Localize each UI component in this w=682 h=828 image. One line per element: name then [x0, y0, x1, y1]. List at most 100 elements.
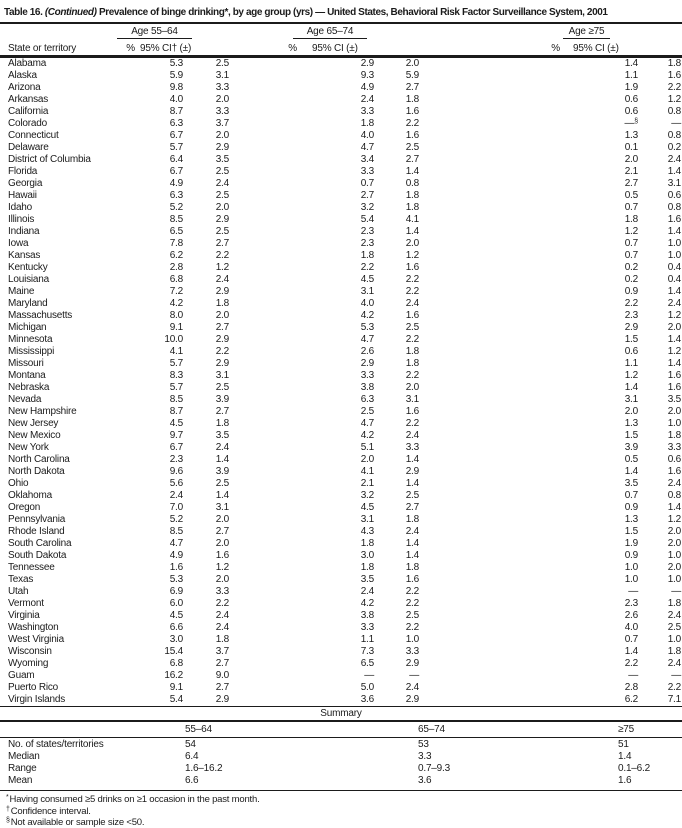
- ci-65-74: 2.2: [405, 370, 420, 381]
- state-name: West Virginia: [8, 634, 64, 645]
- state-name: Delaware: [8, 142, 49, 153]
- state-name: Louisiana: [8, 274, 50, 285]
- pct-55-64: 4.5: [169, 610, 184, 621]
- pct-ge75: 2.2: [624, 298, 639, 309]
- ci-55-64: 3.5: [215, 430, 230, 441]
- summary-row: No. of states/territories 54 53 51: [0, 739, 682, 751]
- ci-55-64: 1.6: [215, 550, 230, 561]
- ci-65-74: 1.4: [405, 478, 420, 489]
- pct-55-64: 5.9: [169, 70, 184, 81]
- ci-ge75: 1.2: [667, 346, 682, 357]
- summary-value-65-74: 3.3: [418, 751, 432, 762]
- ci-65-74: 2.7: [405, 82, 420, 93]
- table-row: Maryland 4.2 1.8 4.0 2.4 2.2 2.4: [0, 298, 682, 310]
- ci-65-74: 1.8: [405, 562, 420, 573]
- pct-65-74: 3.1: [360, 286, 375, 297]
- state-name: Idaho: [8, 202, 33, 213]
- ci-65-74: 1.0: [405, 634, 420, 645]
- ci-65-74: 3.3: [405, 442, 420, 453]
- ci-ge75: 0.6: [667, 190, 682, 201]
- ci-55-64: 2.0: [215, 94, 230, 105]
- ci-55-64: 3.3: [215, 82, 230, 93]
- pct-ge75: 0.2: [624, 274, 639, 285]
- state-name: Michigan: [8, 322, 47, 333]
- pct-55-64: 6.7: [169, 130, 184, 141]
- ci-55-64: 2.9: [215, 694, 230, 705]
- table-row: New Jersey 4.5 1.8 4.7 2.2 1.3 1.0: [0, 418, 682, 430]
- summary-row: Median 6.4 3.3 1.4: [0, 751, 682, 763]
- table-row: Virginia 4.5 2.4 3.8 2.5 2.6 2.4: [0, 610, 682, 622]
- pct-65-74: 2.3: [360, 238, 375, 249]
- pct-ge75: 4.0: [624, 622, 639, 633]
- ci-ge75: 1.8: [667, 430, 682, 441]
- state-name: Tennessee: [8, 562, 55, 573]
- pct-65-74: —: [364, 670, 374, 681]
- pct-ge75: 3.1: [624, 394, 639, 405]
- ci-55-64: 1.4: [215, 490, 230, 501]
- ci-ge75: —: [671, 670, 681, 681]
- ci-ge75: 1.0: [667, 250, 682, 261]
- table-row: California 8.7 3.3 3.3 1.6 0.6 0.8: [0, 106, 682, 118]
- table-row: Florida 6.7 2.5 3.3 1.4 2.1 1.4: [0, 166, 682, 178]
- pct-ge75: 1.3: [624, 130, 639, 141]
- pct-ge75: 1.1: [624, 358, 639, 369]
- pct-ge75: 0.6: [624, 106, 639, 117]
- ci-55-64: 2.2: [215, 346, 230, 357]
- table-row: Iowa 7.8 2.7 2.3 2.0 0.7 1.0: [0, 238, 682, 250]
- pct-65-74: 3.3: [360, 166, 375, 177]
- ci-65-74: 2.2: [405, 334, 420, 345]
- table-row: North Dakota 9.6 3.9 4.1 2.9 1.4 1.6: [0, 466, 682, 478]
- ci-ge75: 0.8: [667, 202, 682, 213]
- state-name: North Dakota: [8, 466, 65, 477]
- pct-65-74: 3.2: [360, 202, 375, 213]
- ci-55-64: 2.7: [215, 526, 230, 537]
- state-name: Wyoming: [8, 658, 49, 669]
- pct-55-64: 4.9: [169, 178, 184, 189]
- ci-ge75: 2.2: [667, 682, 682, 693]
- pct-65-74: 9.3: [360, 70, 375, 81]
- pct-65-74: 4.5: [360, 274, 375, 285]
- pct-ge75: —§: [624, 118, 638, 129]
- table-row: Texas 5.3 2.0 3.5 1.6 1.0 1.0: [0, 574, 682, 586]
- pct-55-64: 9.6: [169, 466, 184, 477]
- table-row: Utah 6.9 3.3 2.4 2.2 — —: [0, 586, 682, 598]
- ci-ge75: 1.4: [667, 334, 682, 345]
- state-name: Alaska: [8, 70, 37, 81]
- ci-65-74: 3.3: [405, 646, 420, 657]
- pct-ge75: 1.2: [624, 226, 639, 237]
- ci-ge75: 3.3: [667, 442, 682, 453]
- table-row: Missouri 5.7 2.9 2.9 1.8 1.1 1.4: [0, 358, 682, 370]
- pct-65-74: 2.7: [360, 190, 375, 201]
- state-name: Montana: [8, 370, 46, 381]
- ci-55-64: 3.1: [215, 70, 230, 81]
- pct-65-74: 5.0: [360, 682, 375, 693]
- pct-65-74: 2.4: [360, 586, 375, 597]
- pct-65-74: 5.1: [360, 442, 375, 453]
- ci-65-74: 5.9: [405, 70, 420, 81]
- footnote-text: Not available or sample size <50.: [10, 817, 145, 828]
- table-row: Arkansas 4.0 2.0 2.4 1.8 0.6 1.2: [0, 94, 682, 106]
- table-continued-flag: (Continued): [44, 7, 97, 18]
- ci-55-64: 3.1: [215, 370, 230, 381]
- summary-value-55-64: 6.6: [185, 775, 199, 786]
- ci-65-74: 2.2: [405, 118, 420, 129]
- pct-65-74: 2.0: [360, 454, 375, 465]
- pct-65-74: 2.3: [360, 226, 375, 237]
- state-name: Maine: [8, 286, 35, 297]
- state-name: Wisconsin: [8, 646, 52, 657]
- table-row: Georgia 4.9 2.4 0.7 0.8 2.7 3.1: [0, 178, 682, 190]
- ci-ge75: —: [671, 118, 681, 129]
- table-row: New York 6.7 2.4 5.1 3.3 3.9 3.3: [0, 442, 682, 454]
- pct-65-74: 3.1: [360, 514, 375, 525]
- ci-55-64: 1.4: [215, 454, 230, 465]
- table-row: Vermont 6.0 2.2 4.2 2.2 2.3 1.8: [0, 598, 682, 610]
- pct-55-64: 5.2: [169, 202, 184, 213]
- pct-55-64: 6.3: [169, 118, 184, 129]
- ci-55-64: 1.2: [215, 562, 230, 573]
- summary-value-ge75: 0.1–6.2: [618, 763, 650, 774]
- table-row: West Virginia 3.0 1.8 1.1 1.0 0.7 1.0: [0, 634, 682, 646]
- ci-55-64: 3.9: [215, 394, 230, 405]
- table-row: South Dakota 4.9 1.6 3.0 1.4 0.9 1.0: [0, 550, 682, 562]
- ci-ge75: 2.4: [667, 478, 682, 489]
- ci-55-64: 3.7: [215, 646, 230, 657]
